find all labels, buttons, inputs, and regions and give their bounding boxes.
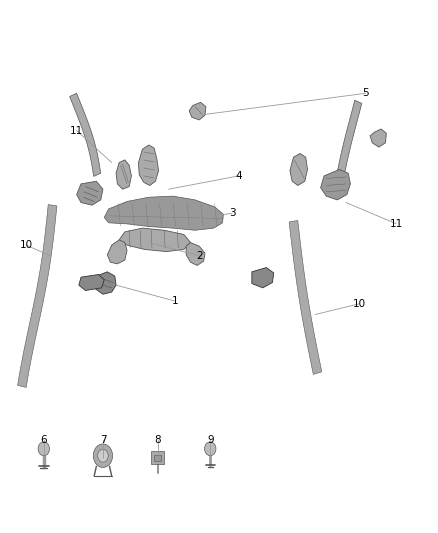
Polygon shape — [70, 93, 101, 176]
Text: 5: 5 — [362, 88, 369, 98]
Polygon shape — [116, 160, 131, 189]
Text: 11: 11 — [70, 126, 83, 135]
Circle shape — [205, 442, 216, 456]
Polygon shape — [290, 154, 307, 185]
Polygon shape — [77, 181, 103, 205]
Polygon shape — [335, 100, 362, 186]
Polygon shape — [18, 205, 57, 387]
Polygon shape — [186, 243, 205, 265]
Text: 7: 7 — [99, 435, 106, 445]
Polygon shape — [94, 272, 116, 294]
Text: 10: 10 — [353, 299, 366, 309]
Text: 11: 11 — [390, 219, 403, 229]
Text: 10: 10 — [20, 240, 33, 250]
Polygon shape — [252, 268, 274, 288]
Polygon shape — [189, 102, 206, 120]
Circle shape — [93, 444, 113, 467]
Polygon shape — [119, 228, 191, 252]
Bar — [154, 455, 161, 461]
Text: 6: 6 — [40, 435, 47, 445]
Polygon shape — [289, 221, 322, 374]
Text: 2: 2 — [196, 251, 203, 261]
Polygon shape — [321, 169, 350, 200]
Circle shape — [38, 442, 49, 456]
Text: 1: 1 — [172, 296, 179, 306]
Polygon shape — [370, 129, 386, 147]
Text: 3: 3 — [229, 208, 236, 218]
Polygon shape — [138, 145, 159, 185]
Polygon shape — [79, 274, 104, 290]
Text: 8: 8 — [154, 435, 161, 445]
Circle shape — [98, 449, 108, 462]
Polygon shape — [104, 196, 223, 230]
Text: 9: 9 — [207, 435, 214, 445]
Bar — [151, 451, 164, 464]
Text: 4: 4 — [235, 171, 242, 181]
Polygon shape — [107, 240, 127, 264]
